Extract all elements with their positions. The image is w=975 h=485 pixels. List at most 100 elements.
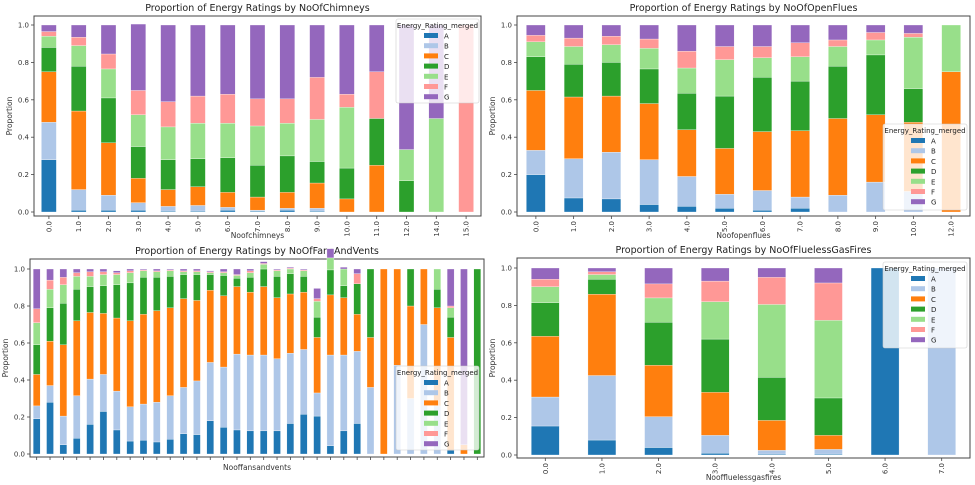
bar-segment-e [865,39,886,56]
x-tick-label: 2.0 [655,463,663,474]
bar-segment-c [393,268,401,366]
y-tick-label: 0.2 [14,414,25,422]
bar-segment-e [33,322,41,345]
bar-segment-e [531,286,560,303]
bar-segment-a [644,447,673,456]
bar-segment-c [126,320,134,407]
bar-segment-c [130,178,146,203]
bar-segment-g [828,24,848,41]
bar-segment-e [190,123,206,159]
bar-segment-c [701,392,730,436]
x-tick-label: 5.0 [721,221,729,232]
legend-swatch-b [424,390,438,396]
bar-segment-b [300,349,308,415]
bar-segment-d [246,277,254,293]
bar-segment-d [249,165,266,198]
bar-segment-d [33,344,41,375]
legend-label-a: A [931,276,936,284]
y-tick-label: 0.6 [501,339,513,347]
bar-segment-c [260,286,268,356]
bar-segment-d [190,158,206,187]
bar-segment-c [790,130,810,198]
bar-segment-a [33,418,41,455]
bar-segment-b [639,159,659,205]
bar-segment-f [903,33,924,38]
bar-segment-f [752,46,773,58]
y-tick-label: 0.0 [501,209,512,217]
legend-swatch-b [911,148,925,154]
bar-segment-e [86,276,94,287]
bar-segment-d [339,167,355,200]
bar-segment-g [790,24,810,43]
bar-segment-d [790,80,810,131]
bar-segment-f [100,53,117,70]
bar-segment-b [246,354,254,432]
bar-segment-g [33,268,41,309]
y-tick-label: 0.2 [501,414,512,422]
bar-segment-g [531,267,560,280]
bar-segment-c [587,294,617,376]
bar-segment-b [73,395,81,439]
bar-segment-d [73,289,81,321]
bar-segment-a [313,415,321,455]
bar-segment-c [339,198,355,213]
legend-label-f: F [444,84,448,92]
bar-segment-c [366,337,375,388]
x-tick-label: 0.0 [45,221,53,232]
bar-segment-f [41,31,57,37]
bar-segment-c [865,114,886,183]
bar-segment-g [814,267,843,284]
bar-segment-g [326,248,335,259]
bar-segment-g [71,24,87,38]
bar-segment-d [286,273,295,295]
bar-segment-d [601,62,622,97]
bar-segment-d [714,95,735,149]
bar-segment-a [601,198,622,213]
bar-segment-e [220,123,236,158]
bar-segment-e [73,276,81,290]
bar-segment-e [206,272,214,275]
bar-segment-e [193,271,201,275]
bar-segment-d [126,282,134,321]
bar-segment-c [714,148,735,195]
bar-segment-g [279,24,295,100]
legend-swatch-b [911,286,925,292]
bar-segment-d [86,286,94,313]
y-tick-label: 0.4 [14,377,26,385]
y-tick-label: 0.0 [501,452,512,460]
legend-label-g: G [444,94,449,102]
x-tick-label: 0.0 [542,463,550,474]
bar-segment-c [166,307,174,396]
bar-segment-b [166,395,174,440]
bar-segment-g [340,266,348,270]
y-tick-label: 1.0 [501,22,512,30]
bar-segment-b [233,353,241,431]
bar-segment-d [752,77,773,132]
bar-segment-e [714,59,735,97]
bar-segment-d [100,97,117,143]
bar-segment-a [219,427,228,455]
bar-segment-d [71,65,87,112]
bar-segment-b [219,366,228,428]
bar-segment-a [86,424,94,455]
x-tick-label: 12.0 [948,221,956,237]
bar-segment-c [153,310,161,403]
bar-segment-g [309,24,325,78]
legend-swatch-b [424,43,438,49]
bar-segment-d [219,275,228,296]
bar-segment-d [446,316,455,338]
bar-segment-a [353,423,361,455]
bar-segment-b [279,208,295,211]
bar-segment-a [752,209,773,213]
bar-segment-f [757,277,786,305]
bar-segment-f [601,36,622,45]
bar-segment-b [160,206,176,212]
bar-segment-g [113,270,121,273]
bar-segment-c [313,337,321,394]
bar-segment-a [126,440,134,455]
legend-swatch-d [424,410,438,416]
x-tick-label: 10.0 [910,221,918,237]
bar-segment-b [563,158,584,199]
bar-segment-a [166,439,174,455]
